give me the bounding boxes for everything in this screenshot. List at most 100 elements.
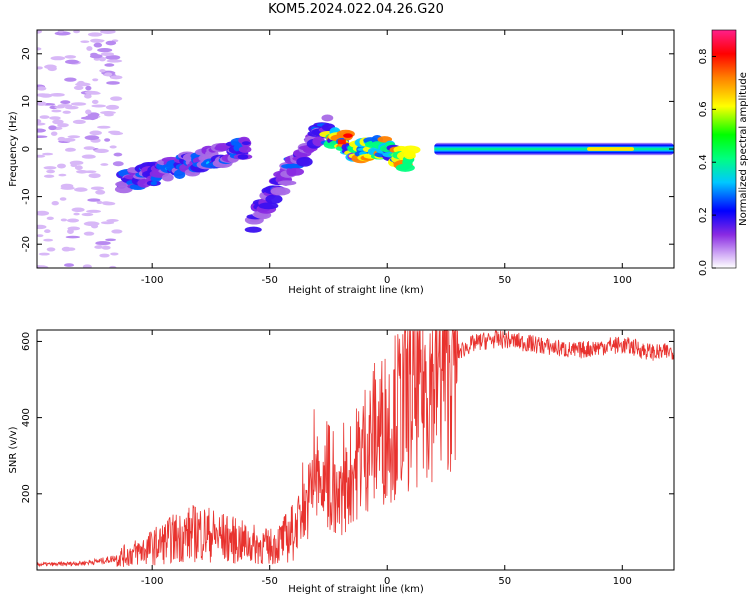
y-tick-label: 600: [21, 332, 32, 351]
snr-y-axis-label: SNR (v/v): [8, 426, 19, 473]
noise-speckle: [37, 265, 49, 268]
noise-speckle: [50, 56, 66, 61]
noise-speckle: [38, 252, 50, 256]
noise-speckle: [65, 235, 81, 239]
noise-speckle: [77, 80, 85, 86]
noise-speckle: [39, 93, 53, 98]
noise-speckle: [66, 247, 76, 251]
noise-speckle: [101, 201, 111, 205]
spectral-blob: [244, 226, 262, 233]
noise-speckle: [69, 160, 84, 166]
noise-speckle: [52, 119, 64, 125]
colorbar-tick-label: 0.8: [698, 48, 709, 64]
y-tick-label: 400: [21, 408, 32, 427]
spectral-core: [241, 141, 251, 145]
noise-speckle: [50, 131, 58, 136]
noise-speckle: [37, 154, 46, 158]
noise-speckle: [50, 93, 65, 97]
figure-title: KOM5.2024.022.04.26.G20: [268, 2, 444, 17]
spectral-blob: [161, 173, 174, 182]
noise-speckle: [80, 40, 90, 43]
snr-x-axis-label: Height of straight line (km): [288, 584, 424, 595]
noise-speckle: [46, 247, 56, 252]
noise-speckle: [105, 55, 121, 60]
noise-speckle: [99, 69, 106, 73]
colorbar-tick-label: 0.0: [698, 260, 709, 276]
noise-speckle: [104, 72, 113, 77]
spectral-core: [237, 154, 249, 160]
noise-speckle: [91, 104, 107, 108]
noise-speckle: [73, 212, 80, 216]
noise-speckle: [84, 93, 92, 99]
spectrogram-y-ticks: -20 -10 0 10 20: [21, 47, 674, 252]
noise-speckle: [76, 170, 88, 174]
x-tick-label: 50: [498, 576, 511, 587]
noise-speckle: [37, 66, 43, 70]
noise-speckle: [90, 186, 105, 191]
noise-speckle: [58, 173, 67, 177]
noise-speckle: [81, 212, 94, 217]
noise-speckle: [60, 100, 71, 104]
noise-speckle: [37, 234, 44, 238]
noise-speckle: [104, 63, 115, 67]
noise-speckle: [37, 128, 46, 133]
noise-speckle: [89, 130, 102, 136]
noise-speckle: [83, 146, 95, 150]
noise-speckle: [64, 105, 79, 110]
spectrogram-features: [37, 30, 674, 268]
noise-speckle: [85, 85, 92, 91]
noise-speckle: [97, 125, 111, 129]
x-tick-label: -50: [262, 576, 278, 587]
noise-speckle: [37, 47, 42, 51]
noise-speckle: [105, 40, 117, 46]
noise-speckle: [92, 78, 99, 82]
noise-speckle: [94, 245, 104, 249]
noise-speckle: [109, 145, 117, 149]
noise-speckle: [43, 238, 54, 242]
noise-speckle: [104, 138, 111, 142]
noise-speckle: [37, 224, 47, 230]
noise-speckle: [81, 154, 96, 159]
snr-y-ticks: 200 400 600: [21, 332, 674, 503]
noise-speckle: [48, 125, 57, 131]
noise-speckle: [95, 241, 111, 245]
spectral-blob: [277, 180, 297, 186]
colorbar-gradient: [711, 29, 737, 269]
noise-speckle: [62, 137, 76, 142]
noise-speckle: [106, 59, 123, 63]
noise-speckle: [97, 48, 113, 53]
noise-speckle: [59, 197, 67, 201]
x-tick-label: -100: [141, 576, 164, 587]
noise-speckle: [83, 221, 100, 227]
noise-speckle: [111, 229, 123, 234]
spectral-blob: [238, 146, 252, 153]
noise-speckle: [88, 173, 101, 179]
noise-speckle: [46, 169, 56, 174]
noise-speckle: [105, 238, 117, 242]
spectral-blob: [287, 167, 305, 176]
noise-speckle: [86, 209, 101, 213]
noise-speckle: [64, 55, 77, 59]
noise-speckle: [54, 31, 71, 36]
spectral-blob: [400, 145, 421, 155]
noise-speckle: [62, 110, 71, 114]
y-tick-label: 0: [21, 146, 32, 152]
colorbar-tick-label: 0.4: [698, 154, 709, 170]
x-tick-label: 100: [613, 275, 632, 286]
noise-speckle: [95, 189, 106, 195]
y-tick-label: -20: [21, 236, 32, 252]
noise-speckle: [94, 148, 109, 153]
noise-speckle: [83, 231, 95, 236]
noise-speckle: [37, 122, 46, 126]
spectral-blob: [173, 169, 186, 180]
spectral-core: [343, 133, 353, 138]
noise-speckle: [84, 135, 100, 141]
noise-speckle: [57, 30, 65, 33]
noise-speckle: [37, 135, 48, 139]
noise-speckle: [85, 109, 92, 115]
noise-speckle: [57, 123, 69, 128]
spectral-max: [337, 139, 346, 145]
spectral-blob: [321, 114, 334, 122]
noise-speckle: [106, 81, 120, 85]
